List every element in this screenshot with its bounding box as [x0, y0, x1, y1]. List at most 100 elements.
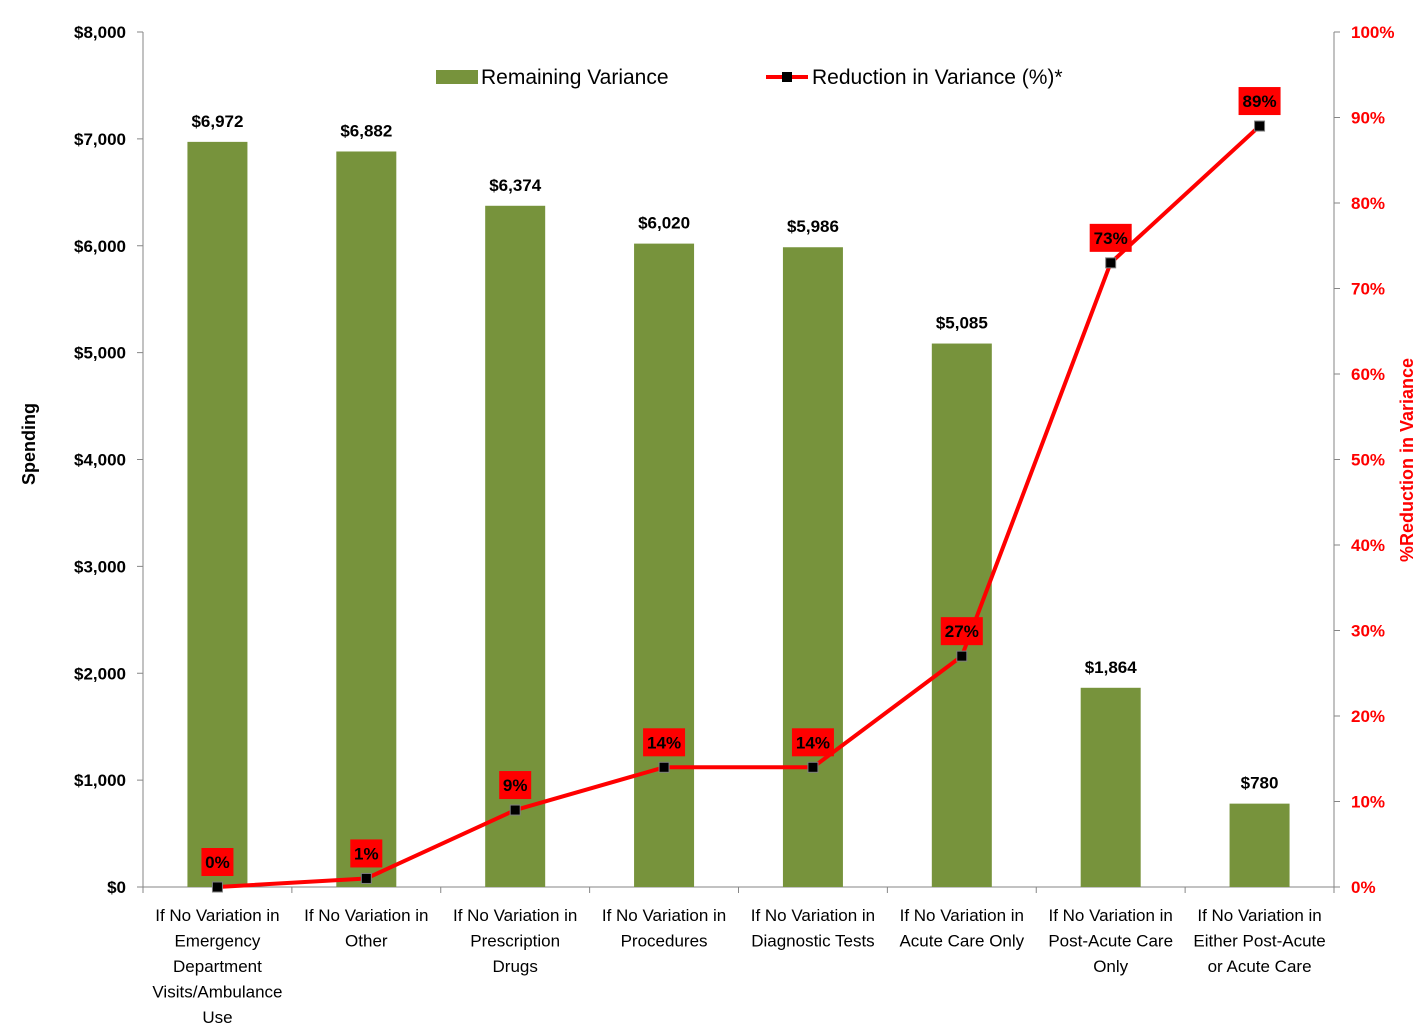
percent-label: 14% [647, 733, 681, 752]
percent-label: 1% [354, 844, 379, 863]
bar-data-labels: $6,972 $6,882 $6,374 $6,020 $5,986 $5,085 $1,8… [191, 112, 1278, 793]
percent-label-box [643, 728, 686, 757]
legend-swatch-remaining-variance [436, 70, 478, 84]
bar [931, 343, 992, 887]
bar [634, 243, 695, 888]
legend-label-remaining-variance: Remaining Variance [481, 66, 669, 89]
category-label-line: If No Variation in [1048, 906, 1172, 925]
category-tick-marks [142, 887, 1335, 893]
left-axis-title: Spending [19, 403, 39, 485]
left-tick-label: $3,000 [74, 557, 126, 576]
category-label-line: If No Variation in [155, 906, 279, 925]
line-series [211, 120, 1266, 893]
bar [1229, 803, 1290, 887]
right-tick-label: 60% [1351, 365, 1385, 384]
category-label-line: Use [202, 1008, 232, 1027]
category-label-line: Drugs [493, 957, 538, 976]
category-label-line: If No Variation in [1197, 906, 1321, 925]
percent-label: 89% [1243, 92, 1277, 111]
percent-label-box [791, 728, 834, 757]
bar [1080, 687, 1141, 887]
category-label-line: Only [1093, 957, 1128, 976]
line-marker [658, 761, 670, 773]
category-label-line: If No Variation in [900, 906, 1024, 925]
category-label-line: Emergency [174, 932, 260, 951]
bar [187, 141, 248, 887]
percent-label: 9% [503, 776, 528, 795]
line-marker [1105, 257, 1117, 269]
bar-value-label: $1,864 [1085, 658, 1138, 677]
category-label: If No Variation in Acute Care Only [899, 906, 1024, 951]
category-label-line: Visits/Ambulance [152, 983, 282, 1002]
percent-label-box [1238, 87, 1281, 116]
right-tick-label: 40% [1351, 536, 1385, 555]
category-label: If No Variation in Diagnostic Tests [751, 906, 875, 951]
category-label-line: If No Variation in [602, 906, 726, 925]
bar-value-label: $6,882 [340, 121, 392, 140]
line-marker [1254, 120, 1266, 132]
left-tick-label: $1,000 [74, 771, 126, 790]
percent-label: 27% [945, 622, 979, 641]
right-tick-label: 50% [1351, 451, 1385, 470]
right-tick-label: 70% [1351, 280, 1385, 299]
category-label: If No Variation in Emergency Department Vis… [152, 906, 282, 1027]
category-label: If No Variation in Prescription Drugs [453, 906, 577, 976]
left-tick-label: $2,000 [74, 664, 126, 683]
line-marker [807, 761, 819, 773]
right-tick-label: 20% [1351, 707, 1385, 726]
right-tick-label: 100% [1351, 23, 1394, 42]
bar [336, 151, 397, 887]
bar-value-label: $5,986 [787, 217, 839, 236]
right-tick-label: 90% [1351, 109, 1385, 128]
bar-value-label: $6,020 [638, 214, 690, 233]
percent-label-box [201, 848, 234, 876]
right-tick-label: 30% [1351, 622, 1385, 641]
line-marker [360, 872, 372, 884]
legend-label-reduction-in-variance: Reduction in Variance (%)* [812, 66, 1063, 89]
category-label-line: Post-Acute Care [1048, 932, 1173, 951]
left-tick-label: $8,000 [74, 23, 126, 42]
right-tick-label: 10% [1351, 793, 1385, 812]
percent-label: 0% [205, 853, 230, 872]
right-axis-title: %Reduction in Variance [1397, 358, 1417, 562]
left-tick-label: $5,000 [74, 344, 126, 363]
category-label-line: Either Post-Acute [1193, 932, 1325, 951]
line-data-labels: 0% 1% 9% 14% 14% 27% 73% 89% [201, 87, 1281, 876]
category-label-line: Other [345, 932, 388, 951]
category-label: If No Variation in Either Post-Acute or Ac… [1193, 906, 1325, 976]
legend-swatch-reduction-marker [782, 72, 792, 82]
category-label: If No Variation in Post-Acute Care Only [1048, 906, 1173, 976]
right-axis-ticks: 0% 10% 20% 30% 40% 50% 60% 70% 80% 90% 100% [1334, 23, 1394, 897]
bar-value-label: $6,374 [489, 176, 542, 195]
category-label-line: If No Variation in [751, 906, 875, 925]
bar-value-label: $780 [1241, 774, 1279, 793]
line-marker [211, 881, 223, 893]
line-marker [956, 650, 968, 662]
percent-label-box [1089, 223, 1132, 252]
category-label-line: If No Variation in [304, 906, 428, 925]
bar [782, 247, 843, 888]
left-tick-label: $7,000 [74, 130, 126, 149]
category-label: If No Variation in Procedures [602, 906, 726, 951]
left-tick-label: $0 [107, 878, 126, 897]
percent-label-box [350, 839, 383, 868]
left-tick-label: $4,000 [74, 451, 126, 470]
category-labels: If No Variation in Emergency Department Vis… [152, 906, 1325, 1027]
right-tick-label: 0% [1351, 878, 1376, 897]
percent-label: 14% [796, 733, 830, 752]
category-label-line: Procedures [621, 932, 708, 951]
category-label: If No Variation in Other [304, 906, 428, 951]
bar-value-label: $5,085 [936, 314, 988, 333]
category-label-line: If No Variation in [453, 906, 577, 925]
left-axis-ticks: $0 $1,000 $2,000 $3,000 $4,000 $5,000 $6,000 $7… [74, 23, 143, 897]
right-tick-label: 80% [1351, 194, 1385, 213]
bar-series [187, 141, 1290, 888]
category-label-line: Acute Care Only [899, 932, 1024, 951]
percent-label: 73% [1094, 229, 1128, 248]
left-tick-label: $6,000 [74, 237, 126, 256]
category-label-line: or Acute Care [1208, 957, 1312, 976]
reduction-line [217, 124, 1261, 889]
line-marker [509, 804, 521, 816]
percent-label-box [940, 617, 983, 646]
